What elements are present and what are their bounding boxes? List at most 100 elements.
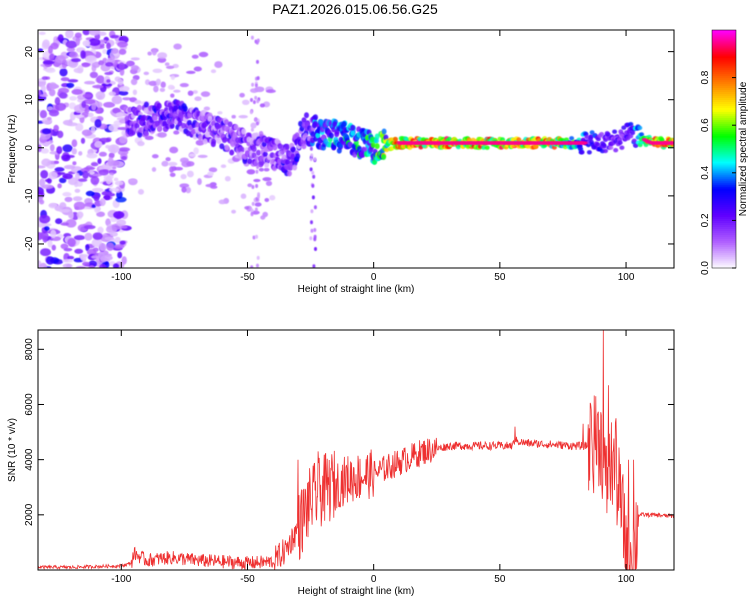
spectrogram-cell [284,143,290,150]
spectrogram-cell [122,97,132,101]
colorbar-segment [712,77,736,81]
spectrogram-cell [121,225,128,229]
spectrogram-cell [250,98,253,102]
spectrogram-cell [198,51,209,58]
spectrogram-cell [265,89,276,94]
colorbar-segment [712,149,736,152]
spectrogram-cell [309,146,313,151]
spectrogram-cell [181,186,187,193]
spectrogram-cell [66,82,75,88]
colorbar-segment [712,109,736,112]
spectrogram-cell [191,54,199,59]
spectrogram-cell [42,60,55,65]
colorbar-segment [712,45,736,49]
spectrogram-cell [80,137,86,144]
spectrogram-cell [341,121,347,127]
spectrogram-cell [224,175,231,182]
spectrogram-cell [81,62,90,68]
x-tick-label: 50 [494,574,506,585]
spectrogram-cell [64,196,73,203]
spectrogram-cell [247,158,253,165]
colorbar-segment [712,71,736,75]
spectrogram-cell [113,177,119,182]
spectrogram-cell [68,51,78,58]
spectrogram-cell [586,150,592,155]
colorbar-segment [712,236,736,239]
spectrogram-cell [112,107,121,114]
spectrogram-cell [108,124,121,132]
spectrogram-cell [119,240,126,245]
spectrogram-cell [81,129,93,137]
colorbar-segment [712,97,736,101]
spectrogram-cell [56,146,63,155]
spectrogram-cell [173,166,183,171]
spectrogram-cell [82,170,89,180]
colorbar-segment [712,186,736,190]
x-tick-label: -100 [111,272,131,283]
spectrogram-cell [75,265,87,268]
spectrogram-cell [181,122,187,129]
spectrogram-y-axis-label: Frequency (Hz) [7,115,18,184]
spectrogram-cell [84,80,96,85]
spectrogram-x-axis-label: Height of straight line (km) [298,284,415,295]
spectrogram-cell [311,170,315,175]
spectrogram-cell [130,57,140,61]
spectrogram-cell [577,146,583,151]
colorbar-segment [712,51,736,55]
spectrogram-cell [128,178,138,183]
spectrogram-cell [421,143,427,149]
spectrogram-cell [170,75,176,80]
spectrogram-cell [256,76,260,81]
spectrogram-cell [187,90,194,96]
spectrogram-cell [117,251,123,259]
spectrogram-cell [100,39,108,43]
colorbar-segment [712,145,736,148]
spectrogram-cell [38,109,41,114]
spectrogram-cell [220,164,227,169]
colorbar-segment [712,234,736,237]
spectrogram-cell [119,85,130,92]
spectrogram-cell [96,211,105,217]
spectrogram-cell [192,90,198,94]
spectrogram-cell [83,99,96,105]
spectrogram-cell [186,70,196,74]
snr-y-axis-label: SNR (10 * v/v) [7,418,18,482]
spectrogram-cell [250,35,254,40]
spectrogram-cell [103,101,116,108]
chart-title: PAZ1.2026.015.06.56.G25 [272,1,438,17]
spectrogram-cell [38,31,46,36]
spectrogram-cell [182,105,188,112]
spectrogram-cell [57,183,62,189]
spectrogram-cell [195,122,200,128]
colorbar-segment [712,222,736,225]
spectrogram-cell [309,167,313,172]
spectrogram-cell [91,238,103,248]
snr-panel: -100 -50 0 50 100 2000 4000 6000 8000 Height of… [7,329,675,597]
spectrogram-cell [67,211,73,219]
spectrogram-cell [244,206,250,210]
spectrogram-cell [247,183,253,188]
colorbar-segment [712,73,736,77]
spectrogram-cell [49,53,55,61]
spectrogram-cell [66,122,78,127]
colorbar-segment [712,39,736,43]
spectrogram-cell [207,171,214,177]
spectrogram-cell [255,121,259,126]
spectrogram-cell [110,34,119,39]
spectrogram-cell [46,177,52,184]
spectrogram-cell [157,52,168,59]
spectrogram-cell [99,243,107,252]
spectrogram-cell [88,30,101,36]
spectrogram-cell [67,255,75,260]
colorbar-segment [712,156,736,160]
colorbar-tick-label: 0.2 [700,213,711,227]
spectrogram-cell [136,104,142,111]
colorbar-segment [712,256,736,259]
spectrogram-cell [195,139,205,146]
spectrogram-cell [231,209,237,214]
spectrogram-cell [217,111,223,115]
spectrogram-cell [72,161,77,166]
spectrogram-cell [90,126,96,134]
spectrogram-cell [82,30,91,36]
